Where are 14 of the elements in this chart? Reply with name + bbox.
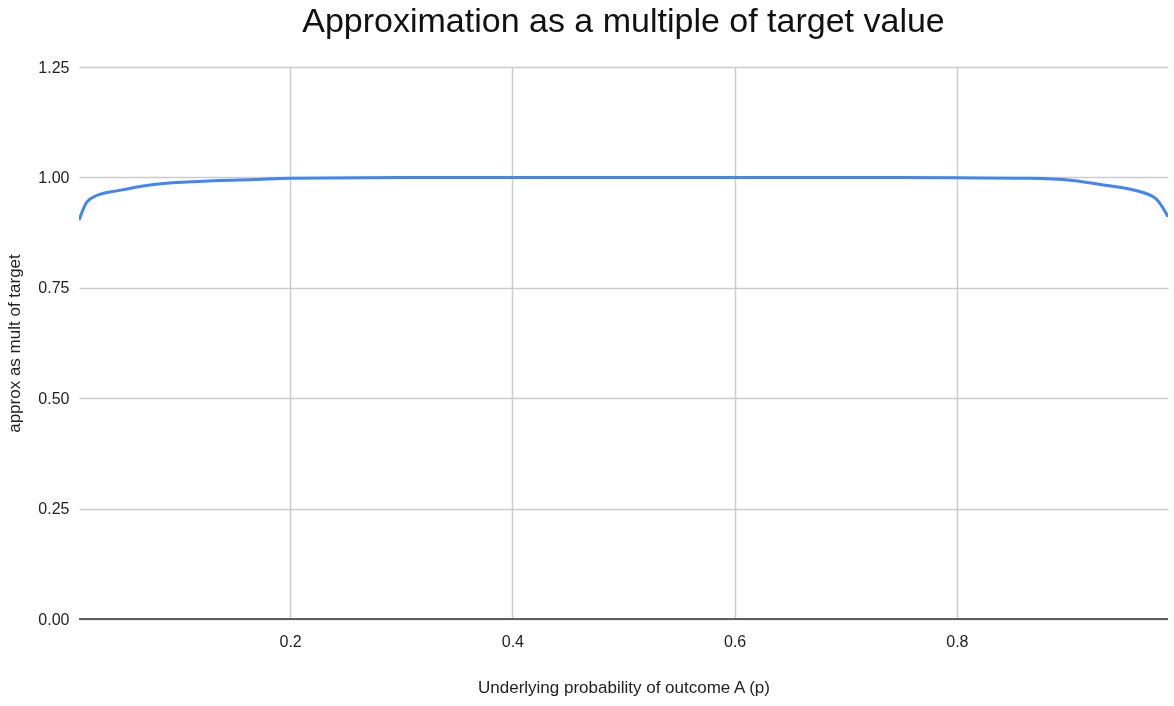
x-tick-label: 0.4 bbox=[501, 632, 525, 650]
y-tick-label: 0.50 bbox=[38, 389, 70, 407]
y-tick-label: 0.25 bbox=[38, 500, 70, 518]
y-tick-label: 0.00 bbox=[38, 610, 70, 628]
x-axis-title: Underlying probability of outcome A (p) bbox=[478, 677, 770, 697]
y-tick-label: 0.75 bbox=[38, 279, 70, 297]
y-tick-label: 1.00 bbox=[38, 168, 70, 186]
x-tick-label: 0.8 bbox=[946, 632, 969, 650]
y-axis-title: approx as mult of target bbox=[5, 253, 25, 433]
chart-title: Approximation as a multiple of target value bbox=[302, 1, 945, 39]
x-tick-label: 0.2 bbox=[279, 632, 302, 650]
line-series bbox=[79, 175, 1168, 222]
x-tick-label: 0.6 bbox=[724, 632, 747, 650]
y-tick-label: 1.25 bbox=[38, 58, 70, 76]
